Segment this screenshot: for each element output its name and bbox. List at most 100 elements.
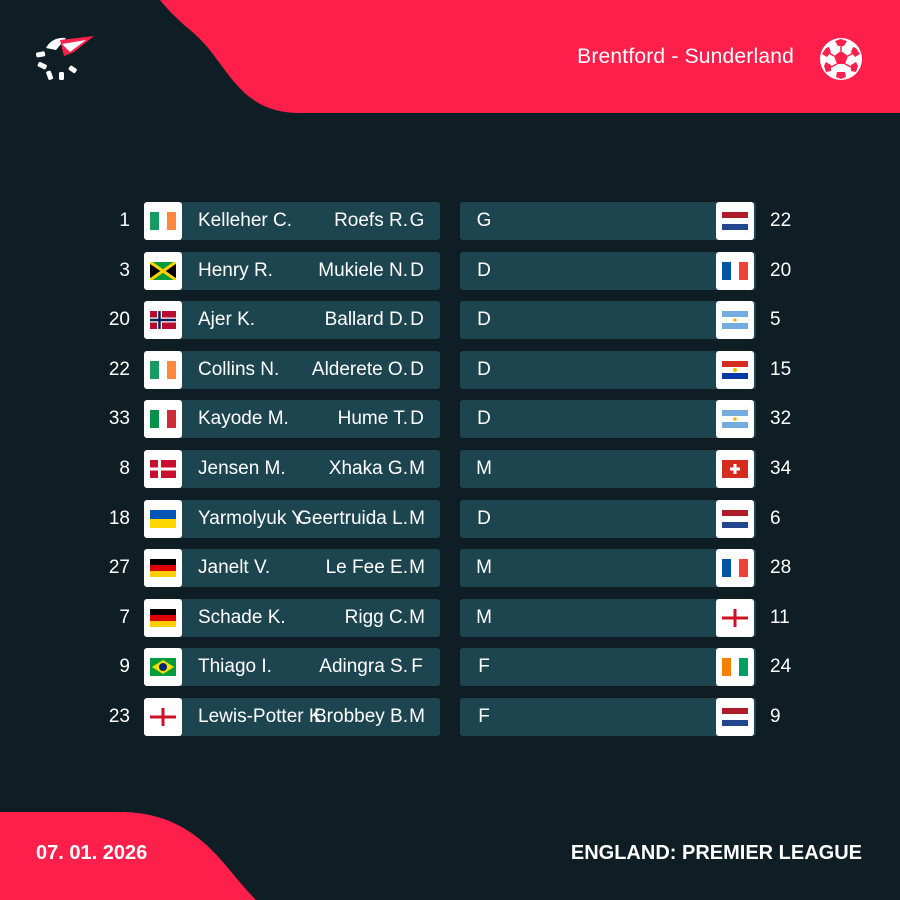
shirt-number: 34 bbox=[770, 457, 792, 479]
competition-name: ENGLAND: PREMIER LEAGUE bbox=[570, 842, 862, 864]
player-name[interactable]: Thiago I. bbox=[198, 656, 272, 678]
shirt-number: 22 bbox=[770, 210, 792, 231]
nationality-flag bbox=[144, 499, 182, 538]
player-position: M bbox=[409, 457, 425, 479]
player-position: D bbox=[410, 259, 424, 281]
player-name[interactable]: Henry R. bbox=[198, 259, 273, 281]
nationality-flag bbox=[716, 598, 754, 637]
shirt-number: 15 bbox=[770, 358, 792, 380]
player-name[interactable]: Rigg C. bbox=[344, 606, 408, 628]
flag-netherlands-icon bbox=[722, 509, 748, 528]
nationality-flag bbox=[144, 549, 182, 588]
nationality-flag bbox=[716, 251, 754, 290]
player-position: M bbox=[409, 557, 425, 579]
player-bar bbox=[144, 301, 440, 340]
player-bar bbox=[460, 400, 756, 439]
shirt-number: 3 bbox=[119, 259, 130, 281]
player-name[interactable]: Yarmolyuk Y. bbox=[198, 507, 307, 529]
player-name[interactable]: Janelt V. bbox=[198, 557, 271, 579]
flag-france-icon bbox=[722, 261, 748, 280]
player-name[interactable]: Kayode M. bbox=[198, 408, 289, 430]
shirt-number: 18 bbox=[108, 507, 130, 529]
nationality-flag bbox=[716, 499, 754, 538]
player-bar bbox=[144, 499, 440, 538]
shirt-number: 27 bbox=[108, 557, 130, 579]
nationality-flag bbox=[144, 400, 182, 439]
flag-norway-icon bbox=[150, 311, 176, 330]
player-name[interactable]: Mukiele N. bbox=[318, 259, 408, 281]
shirt-number: 20 bbox=[108, 309, 130, 331]
player-bar bbox=[144, 400, 440, 439]
shirt-number: 1 bbox=[119, 210, 130, 231]
player-position: D bbox=[410, 408, 424, 430]
shirt-number: 9 bbox=[770, 705, 781, 727]
shirt-number: 22 bbox=[108, 358, 130, 380]
nationality-flag bbox=[716, 400, 754, 439]
player-name[interactable]: Collins N. bbox=[198, 358, 280, 380]
player-name[interactable]: Le Fee E. bbox=[325, 557, 408, 579]
player-position: M bbox=[409, 606, 425, 628]
match-title: Brentford - Sunderland bbox=[577, 45, 794, 68]
player-position: D bbox=[477, 259, 491, 281]
player-bar bbox=[460, 598, 756, 637]
flag-netherlands-icon bbox=[722, 707, 748, 726]
player-name[interactable]: Hume T. bbox=[337, 408, 408, 430]
player-position: G bbox=[476, 210, 492, 231]
player-bar bbox=[144, 549, 440, 588]
shirt-number: 7 bbox=[119, 606, 130, 628]
nationality-flag bbox=[144, 350, 182, 389]
shirt-number: 9 bbox=[119, 656, 130, 678]
nationality-flag bbox=[144, 301, 182, 340]
shirt-number: 5 bbox=[770, 309, 781, 331]
nationality-flag bbox=[716, 301, 754, 340]
nationality-flag bbox=[144, 697, 182, 736]
match-date: 07. 01. 2026 bbox=[36, 842, 148, 864]
player-position: G bbox=[409, 210, 425, 231]
flag-jamaica-icon bbox=[150, 261, 176, 280]
nationality-flag bbox=[716, 350, 754, 389]
flag-paraguay-icon bbox=[722, 360, 748, 379]
player-name[interactable]: Adingra S. bbox=[319, 656, 408, 678]
player-position: M bbox=[409, 705, 425, 727]
player-bar bbox=[460, 697, 756, 736]
player-position: F bbox=[478, 705, 490, 727]
player-position: M bbox=[476, 606, 492, 628]
player-name[interactable]: Geertruida L. bbox=[297, 507, 408, 529]
flashscore-logo-icon[interactable] bbox=[34, 34, 96, 80]
player-name[interactable]: Lewis-Potter K. bbox=[198, 705, 327, 727]
nationality-flag bbox=[716, 549, 754, 588]
player-name[interactable]: Jensen M. bbox=[198, 457, 286, 479]
shirt-number: 8 bbox=[119, 457, 130, 479]
player-name[interactable]: Schade K. bbox=[198, 606, 286, 628]
flag-england-icon bbox=[150, 707, 176, 726]
player-bar bbox=[460, 350, 756, 389]
player-position: M bbox=[476, 557, 492, 579]
nationality-flag bbox=[716, 449, 754, 488]
player-bar bbox=[144, 598, 440, 637]
player-name[interactable]: Ajer K. bbox=[198, 309, 256, 331]
player-bar bbox=[460, 251, 756, 290]
nationality-flag bbox=[144, 449, 182, 488]
flag-switzerland-icon bbox=[722, 459, 748, 478]
player-name[interactable]: Brobbey B. bbox=[314, 705, 408, 727]
flag-netherlands-icon bbox=[722, 212, 748, 230]
nationality-flag bbox=[716, 202, 754, 240]
player-name[interactable]: Kelleher C. bbox=[198, 210, 292, 231]
player-bar bbox=[460, 499, 756, 538]
nationality-flag bbox=[144, 648, 182, 687]
player-name[interactable]: Alderete O. bbox=[311, 358, 408, 380]
shirt-number: 28 bbox=[770, 557, 792, 579]
player-name[interactable]: Xhaka G. bbox=[328, 457, 408, 479]
player-bar bbox=[460, 449, 756, 488]
flag-germany-icon bbox=[150, 559, 176, 578]
player-name[interactable]: Ballard D. bbox=[324, 309, 408, 331]
player-position: F bbox=[478, 656, 490, 678]
player-bar bbox=[144, 350, 440, 389]
nationality-flag bbox=[716, 648, 754, 687]
flag-france-icon bbox=[722, 559, 748, 578]
player-bar bbox=[460, 202, 756, 240]
flag-ukraine-icon bbox=[150, 509, 176, 528]
shirt-number: 24 bbox=[770, 656, 792, 678]
player-name[interactable]: Roefs R. bbox=[334, 210, 408, 231]
